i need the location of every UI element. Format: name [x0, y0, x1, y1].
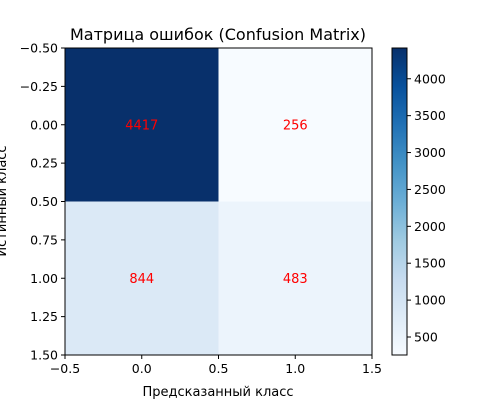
colorbar-tick-label: 3000: [414, 145, 446, 160]
colorbar-tick-label: 500: [414, 329, 438, 344]
heatmap-cells: [65, 48, 372, 355]
colorbar: [391, 47, 408, 356]
x-axis-label: Предсказанный класс: [142, 385, 293, 400]
cell-value-label: 4417: [125, 118, 158, 133]
colorbar-tick-label: 2500: [414, 182, 446, 197]
y-tick-label: 1.25: [30, 309, 58, 324]
heatmap-cell: [218, 48, 372, 202]
x-tick-label: −0.5: [50, 361, 80, 376]
y-tick-label: 1.50: [30, 348, 58, 363]
colorbar-tick-label: 2000: [414, 219, 446, 234]
colorbar-ticks: 500 1000 1500 2000 2500 3000 3500 4000: [407, 71, 446, 344]
heatmap-cell-labels: 4417 256 844 483: [125, 118, 307, 287]
heatmap-cell: [65, 48, 219, 202]
cell-value-label: 483: [283, 272, 308, 287]
y-axis-label: Истинный класс: [0, 145, 10, 256]
chart-title: Матрица ошибок (Confusion Matrix): [70, 25, 366, 44]
y-axis-ticks: −0.50 −0.25 0.00 0.25 0.50 0.75 1.00 1.25 1.50: [20, 41, 65, 363]
cell-value-label: 844: [129, 272, 154, 287]
colorbar-tick-label: 3500: [414, 108, 446, 123]
x-tick-label: 0.0: [132, 361, 152, 376]
y-tick-label: 0.50: [30, 194, 58, 209]
y-tick-label: −0.50: [20, 41, 58, 56]
x-tick-label: 0.5: [209, 361, 229, 376]
y-tick-label: −0.25: [20, 79, 58, 94]
heatmap-cell: [218, 201, 372, 355]
cell-value-label: 256: [283, 118, 308, 133]
colorbar-tick-label: 1000: [414, 293, 446, 308]
colorbar-tick-label: 4000: [414, 71, 446, 86]
colorbar-tick-label: 1500: [414, 256, 446, 271]
y-tick-label: 0.75: [30, 232, 58, 247]
y-tick-label: 1.00: [30, 271, 58, 286]
y-tick-label: 0.25: [30, 156, 58, 171]
heatmap-cell: [65, 201, 219, 355]
x-axis-ticks: −0.5 0.0 0.5 1.0 1.5: [50, 355, 382, 376]
y-tick-label: 0.00: [30, 117, 58, 132]
x-tick-label: 1.5: [362, 361, 382, 376]
x-tick-label: 1.0: [285, 361, 305, 376]
